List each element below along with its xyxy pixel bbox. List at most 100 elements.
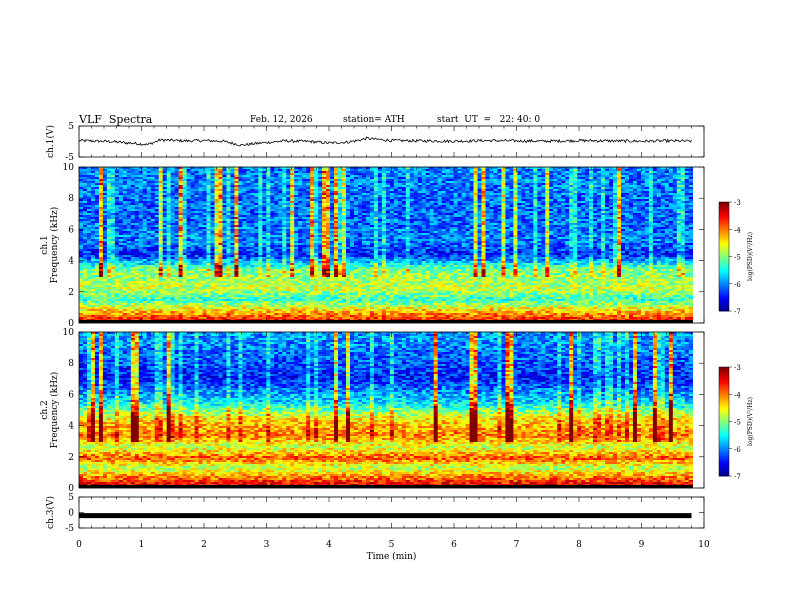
heatmap-cell bbox=[206, 183, 211, 186]
heatmap-cell bbox=[625, 193, 630, 196]
heatmap-cell bbox=[286, 191, 291, 194]
heatmap-cell bbox=[122, 193, 128, 196]
heatmap-cell bbox=[644, 205, 650, 208]
heatmap-cell bbox=[294, 173, 299, 176]
heatmap-cell bbox=[533, 197, 538, 200]
heatmap-cell bbox=[170, 213, 175, 216]
heatmap-cell bbox=[178, 193, 183, 196]
heatmap-cell bbox=[628, 173, 634, 176]
heatmap-cell bbox=[146, 167, 152, 170]
heatmap-cell bbox=[485, 215, 490, 218]
heatmap-cell bbox=[457, 205, 462, 208]
heatmap-cell bbox=[656, 225, 662, 228]
heatmap-cell bbox=[357, 171, 363, 174]
heatmap-cell bbox=[294, 169, 299, 172]
heatmap-cell bbox=[122, 183, 128, 186]
heatmap-cell bbox=[501, 171, 506, 174]
heatmap-cell bbox=[481, 171, 486, 174]
heatmap-cell bbox=[106, 167, 112, 170]
heatmap-cell bbox=[134, 207, 140, 210]
heatmap-cell bbox=[186, 211, 191, 214]
heatmap-cell bbox=[182, 197, 187, 200]
heatmap-cell bbox=[433, 171, 438, 174]
heatmap-cell bbox=[266, 229, 271, 232]
heatmap-cell bbox=[433, 181, 438, 184]
heatmap-cell bbox=[401, 207, 407, 210]
heatmap-cell bbox=[210, 211, 215, 214]
heatmap-cell bbox=[142, 203, 148, 206]
heatmap-cell bbox=[326, 213, 331, 216]
heatmap-cell bbox=[170, 191, 175, 194]
heatmap-cell bbox=[609, 185, 614, 188]
heatmap-cell bbox=[621, 227, 626, 230]
heatmap-cell bbox=[118, 223, 124, 226]
heatmap-cell bbox=[330, 213, 335, 216]
heatmap-cell bbox=[190, 195, 195, 198]
heatmap-cell bbox=[357, 229, 363, 232]
heatmap-cell bbox=[270, 227, 275, 230]
heatmap-cell bbox=[369, 169, 375, 172]
heatmap-cell bbox=[238, 205, 243, 208]
heatmap-cell bbox=[254, 183, 259, 186]
heatmap-cell bbox=[334, 215, 339, 218]
heatmap-cell bbox=[122, 217, 128, 220]
heatmap-cell bbox=[154, 225, 160, 228]
heatmap-cell bbox=[102, 223, 108, 226]
heatmap-cell bbox=[640, 171, 646, 174]
heatmap-cell bbox=[322, 177, 327, 180]
heatmap-cell bbox=[533, 199, 538, 202]
heatmap-cell bbox=[688, 221, 694, 224]
heatmap-cell bbox=[609, 227, 614, 230]
heatmap-cell bbox=[545, 167, 550, 170]
heatmap-cell bbox=[126, 185, 132, 188]
heatmap-cell bbox=[397, 217, 403, 220]
heatmap-cell bbox=[106, 203, 112, 206]
heatmap-cell bbox=[118, 191, 124, 194]
heatmap-cell bbox=[373, 219, 379, 222]
heatmap-cell bbox=[298, 221, 303, 224]
heatmap-cell bbox=[174, 185, 179, 188]
heatmap-cell bbox=[130, 223, 136, 226]
heatmap-cell bbox=[477, 223, 482, 226]
heatmap-cell bbox=[601, 187, 606, 190]
heatmap-cell bbox=[513, 221, 518, 224]
heatmap-cell bbox=[318, 201, 323, 204]
heatmap-cell bbox=[457, 209, 462, 212]
heatmap-cell bbox=[441, 221, 446, 224]
heatmap-cell bbox=[425, 225, 431, 228]
heatmap-cell bbox=[457, 219, 462, 222]
heatmap-cell bbox=[477, 213, 482, 216]
heatmap-cell bbox=[676, 197, 682, 200]
heatmap-cell bbox=[194, 227, 199, 230]
heatmap-cell bbox=[314, 189, 319, 192]
heatmap-cell bbox=[688, 203, 694, 206]
heatmap-cell bbox=[258, 181, 263, 184]
heatmap-cell bbox=[529, 177, 534, 180]
heatmap-cell bbox=[353, 201, 359, 204]
heatmap-cell bbox=[493, 205, 498, 208]
heatmap-cell bbox=[668, 223, 674, 226]
heatmap-cell bbox=[541, 169, 546, 172]
heatmap-cell bbox=[134, 221, 140, 224]
heatmap-cell bbox=[541, 213, 546, 216]
heatmap-cell bbox=[660, 173, 666, 176]
heatmap-cell bbox=[298, 197, 303, 200]
heatmap-cell bbox=[230, 177, 235, 180]
heatmap-cell bbox=[561, 199, 566, 202]
heatmap-cell bbox=[166, 209, 171, 212]
heatmap-cell bbox=[130, 211, 136, 214]
heatmap-cell bbox=[429, 217, 434, 220]
heatmap-cell bbox=[102, 205, 108, 208]
heatmap-cell bbox=[79, 173, 84, 176]
heatmap-cell bbox=[365, 229, 371, 232]
heatmap-cell bbox=[365, 173, 371, 176]
heatmap-cell bbox=[365, 205, 371, 208]
heatmap-cell bbox=[577, 175, 582, 178]
heatmap-cell bbox=[501, 201, 506, 204]
heatmap-cell bbox=[449, 175, 454, 178]
heatmap-cell bbox=[437, 177, 442, 180]
heatmap-cell bbox=[162, 167, 167, 170]
heatmap-cell bbox=[684, 177, 690, 180]
heatmap-cell bbox=[597, 207, 602, 210]
heatmap-cell bbox=[405, 217, 411, 220]
